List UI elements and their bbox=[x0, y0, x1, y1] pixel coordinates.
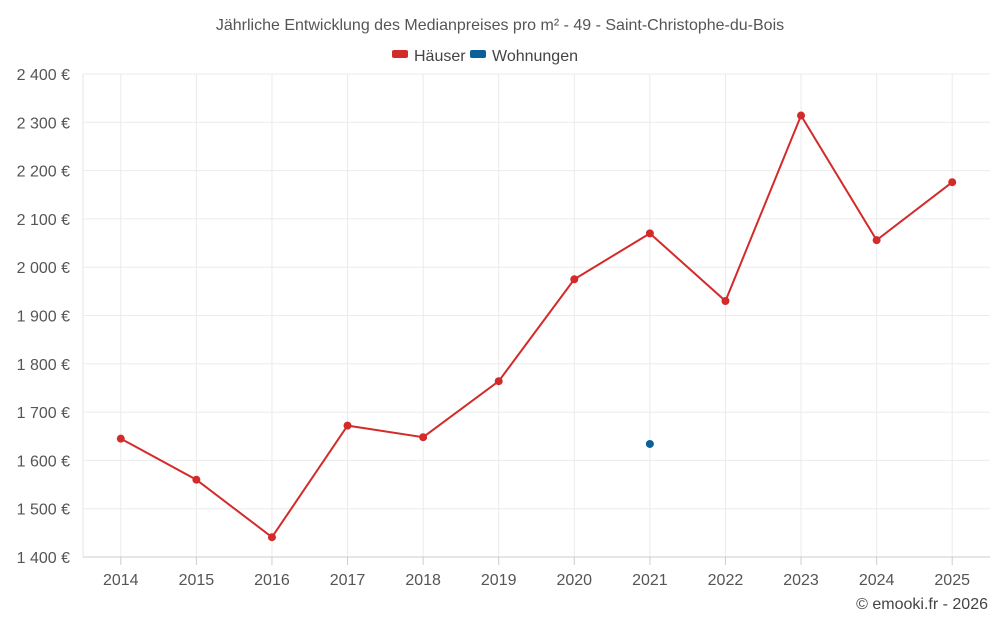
y-tick-label: 1 700 € bbox=[17, 405, 70, 422]
y-tick-label: 2 300 € bbox=[17, 115, 70, 132]
x-axis: 2014 2015 2016 2017 2018 2019 2020 2021 2022 2023… bbox=[103, 557, 970, 589]
x-tick-label: 2022 bbox=[708, 572, 744, 589]
grid bbox=[82, 73, 990, 558]
y-tick-label: 2 400 € bbox=[17, 67, 70, 84]
y-tick-label: 1 500 € bbox=[17, 502, 70, 519]
x-tick-label: 2021 bbox=[632, 572, 668, 589]
data-point[interactable] bbox=[645, 439, 654, 448]
y-tick-label: 1 400 € bbox=[17, 550, 70, 567]
legend-label: Wohnungen bbox=[492, 48, 578, 65]
chart-title: Jährliche Entwicklung des Medianpreises … bbox=[216, 17, 784, 34]
y-tick-label: 2 000 € bbox=[17, 260, 70, 277]
x-tick-label: 2017 bbox=[330, 572, 366, 589]
data-point[interactable] bbox=[419, 433, 428, 442]
y-tick-label: 1 600 € bbox=[17, 453, 70, 470]
data-point[interactable] bbox=[872, 236, 881, 245]
legend-swatch bbox=[470, 50, 486, 58]
data-point[interactable] bbox=[343, 421, 352, 430]
x-tick-label: 2015 bbox=[179, 572, 215, 589]
x-tick-label: 2016 bbox=[254, 572, 290, 589]
y-tick-label: 1 900 € bbox=[17, 309, 70, 326]
y-tick-label: 1 800 € bbox=[17, 357, 70, 374]
legend-swatch bbox=[392, 50, 408, 58]
data-point[interactable] bbox=[494, 377, 503, 386]
x-tick-label: 2020 bbox=[556, 572, 592, 589]
data-point[interactable] bbox=[267, 533, 276, 542]
data-point[interactable] bbox=[721, 297, 730, 306]
y-tick-label: 2 100 € bbox=[17, 212, 70, 229]
x-tick-label: 2019 bbox=[481, 572, 517, 589]
x-tick-label: 2025 bbox=[934, 572, 970, 589]
x-tick-label: 2014 bbox=[103, 572, 139, 589]
legend-label: Häuser bbox=[414, 48, 466, 65]
legend-item-1[interactable]: Wohnungen bbox=[470, 48, 578, 65]
data-point[interactable] bbox=[645, 229, 654, 238]
legend[interactable]: Häuser Wohnungen bbox=[392, 48, 578, 65]
series-line-häuser bbox=[120, 113, 953, 539]
x-tick-label: 2024 bbox=[859, 572, 895, 589]
data-point[interactable] bbox=[116, 434, 125, 443]
y-axis: 1 400 € 1 500 € 1 600 € 1 700 € 1 800 € 1 900… bbox=[17, 67, 70, 567]
x-tick-label: 2023 bbox=[783, 572, 819, 589]
x-tick-label: 2018 bbox=[405, 572, 441, 589]
credit-text: © emooki.fr - 2026 bbox=[856, 596, 988, 613]
data-point[interactable] bbox=[797, 111, 806, 120]
series-layer bbox=[116, 111, 957, 542]
data-point[interactable] bbox=[948, 178, 957, 187]
legend-item-0[interactable]: Häuser bbox=[392, 48, 466, 65]
y-tick-label: 2 200 € bbox=[17, 164, 70, 181]
data-point[interactable] bbox=[570, 275, 579, 284]
data-point[interactable] bbox=[192, 475, 201, 484]
